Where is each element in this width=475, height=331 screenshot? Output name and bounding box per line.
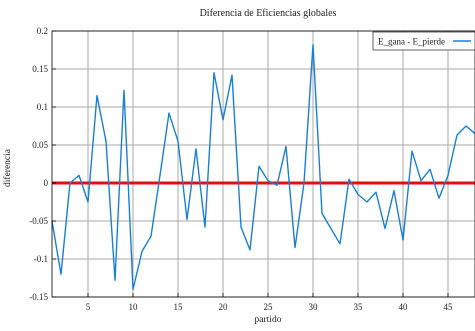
data-point bbox=[428, 168, 431, 171]
data-point bbox=[410, 149, 413, 152]
data-point bbox=[86, 200, 89, 203]
x-tick-label: 40 bbox=[399, 302, 409, 312]
data-point bbox=[185, 218, 188, 221]
x-tick-label: 35 bbox=[354, 302, 364, 312]
data-point bbox=[338, 242, 341, 245]
plot-frame bbox=[51, 30, 475, 298]
data-point bbox=[122, 89, 125, 92]
data-point bbox=[401, 238, 404, 241]
data-point bbox=[248, 248, 251, 251]
legend-box bbox=[372, 31, 475, 51]
data-point bbox=[140, 250, 143, 253]
y-tick-label: -0.1 bbox=[34, 254, 48, 264]
data-point bbox=[374, 191, 377, 194]
data-point bbox=[365, 200, 368, 203]
y-tick-label: -0.15 bbox=[29, 292, 48, 302]
data-point bbox=[59, 273, 62, 276]
data-point bbox=[257, 165, 260, 168]
data-point bbox=[77, 174, 80, 177]
data-point bbox=[221, 118, 224, 121]
x-axis-title: partido bbox=[255, 315, 282, 325]
data-point bbox=[347, 178, 350, 181]
data-point bbox=[176, 140, 179, 143]
data-point bbox=[455, 134, 458, 137]
data-point bbox=[212, 71, 215, 74]
data-point bbox=[356, 193, 359, 196]
legend-label: E_gana - E_pierde bbox=[378, 37, 445, 47]
chart-title: Diferencia de Eficiencias globales bbox=[200, 8, 337, 19]
data-point bbox=[131, 288, 134, 291]
data-point bbox=[266, 179, 269, 182]
data-point bbox=[329, 227, 332, 230]
data-point bbox=[275, 184, 278, 187]
y-tick-label: -0.05 bbox=[29, 216, 48, 226]
legend: E_gana - E_pierde bbox=[372, 31, 475, 51]
data-point bbox=[320, 212, 323, 215]
data-point bbox=[158, 174, 161, 177]
data-point bbox=[167, 111, 170, 114]
data-point bbox=[113, 279, 116, 282]
x-tick-label: 25 bbox=[264, 302, 274, 312]
data-point bbox=[203, 225, 206, 228]
y-tick-label: 0.15 bbox=[32, 64, 48, 74]
y-tick-label: 0.2 bbox=[37, 26, 48, 36]
x-tick-label: 30 bbox=[309, 302, 319, 312]
data-point bbox=[464, 124, 467, 127]
series-layer bbox=[51, 43, 475, 291]
series-line bbox=[51, 43, 475, 291]
y-tick-label: 0 bbox=[44, 178, 49, 188]
data-point bbox=[149, 235, 152, 238]
data-point bbox=[68, 181, 71, 184]
x-tick-label: 10 bbox=[129, 302, 139, 312]
y-axis-title: diferencia bbox=[2, 148, 13, 187]
y-tick-label: 0.1 bbox=[37, 102, 48, 112]
data-point bbox=[311, 43, 314, 46]
data-point bbox=[239, 225, 242, 228]
x-tick-label: 45 bbox=[444, 302, 454, 312]
data-point bbox=[95, 94, 98, 97]
data-point bbox=[437, 197, 440, 200]
y-tick-label: 0.05 bbox=[32, 140, 48, 150]
x-tick-label: 20 bbox=[219, 302, 229, 312]
data-point bbox=[284, 145, 287, 148]
data-point bbox=[302, 181, 305, 184]
data-point bbox=[194, 147, 197, 150]
data-point bbox=[392, 189, 395, 192]
data-point bbox=[293, 246, 296, 249]
data-point bbox=[419, 179, 422, 182]
data-point bbox=[446, 174, 449, 177]
data-point bbox=[104, 140, 107, 143]
data-point bbox=[230, 73, 233, 76]
data-point bbox=[383, 227, 386, 230]
x-tick-label: 5 bbox=[86, 302, 91, 312]
x-tick-label: 15 bbox=[174, 302, 184, 312]
tick-layer: 5 10 15 20 25 30 35 40 45 -0.15 -0.1 -0.05 0 0.05 0.1 0… bbox=[29, 26, 453, 312]
